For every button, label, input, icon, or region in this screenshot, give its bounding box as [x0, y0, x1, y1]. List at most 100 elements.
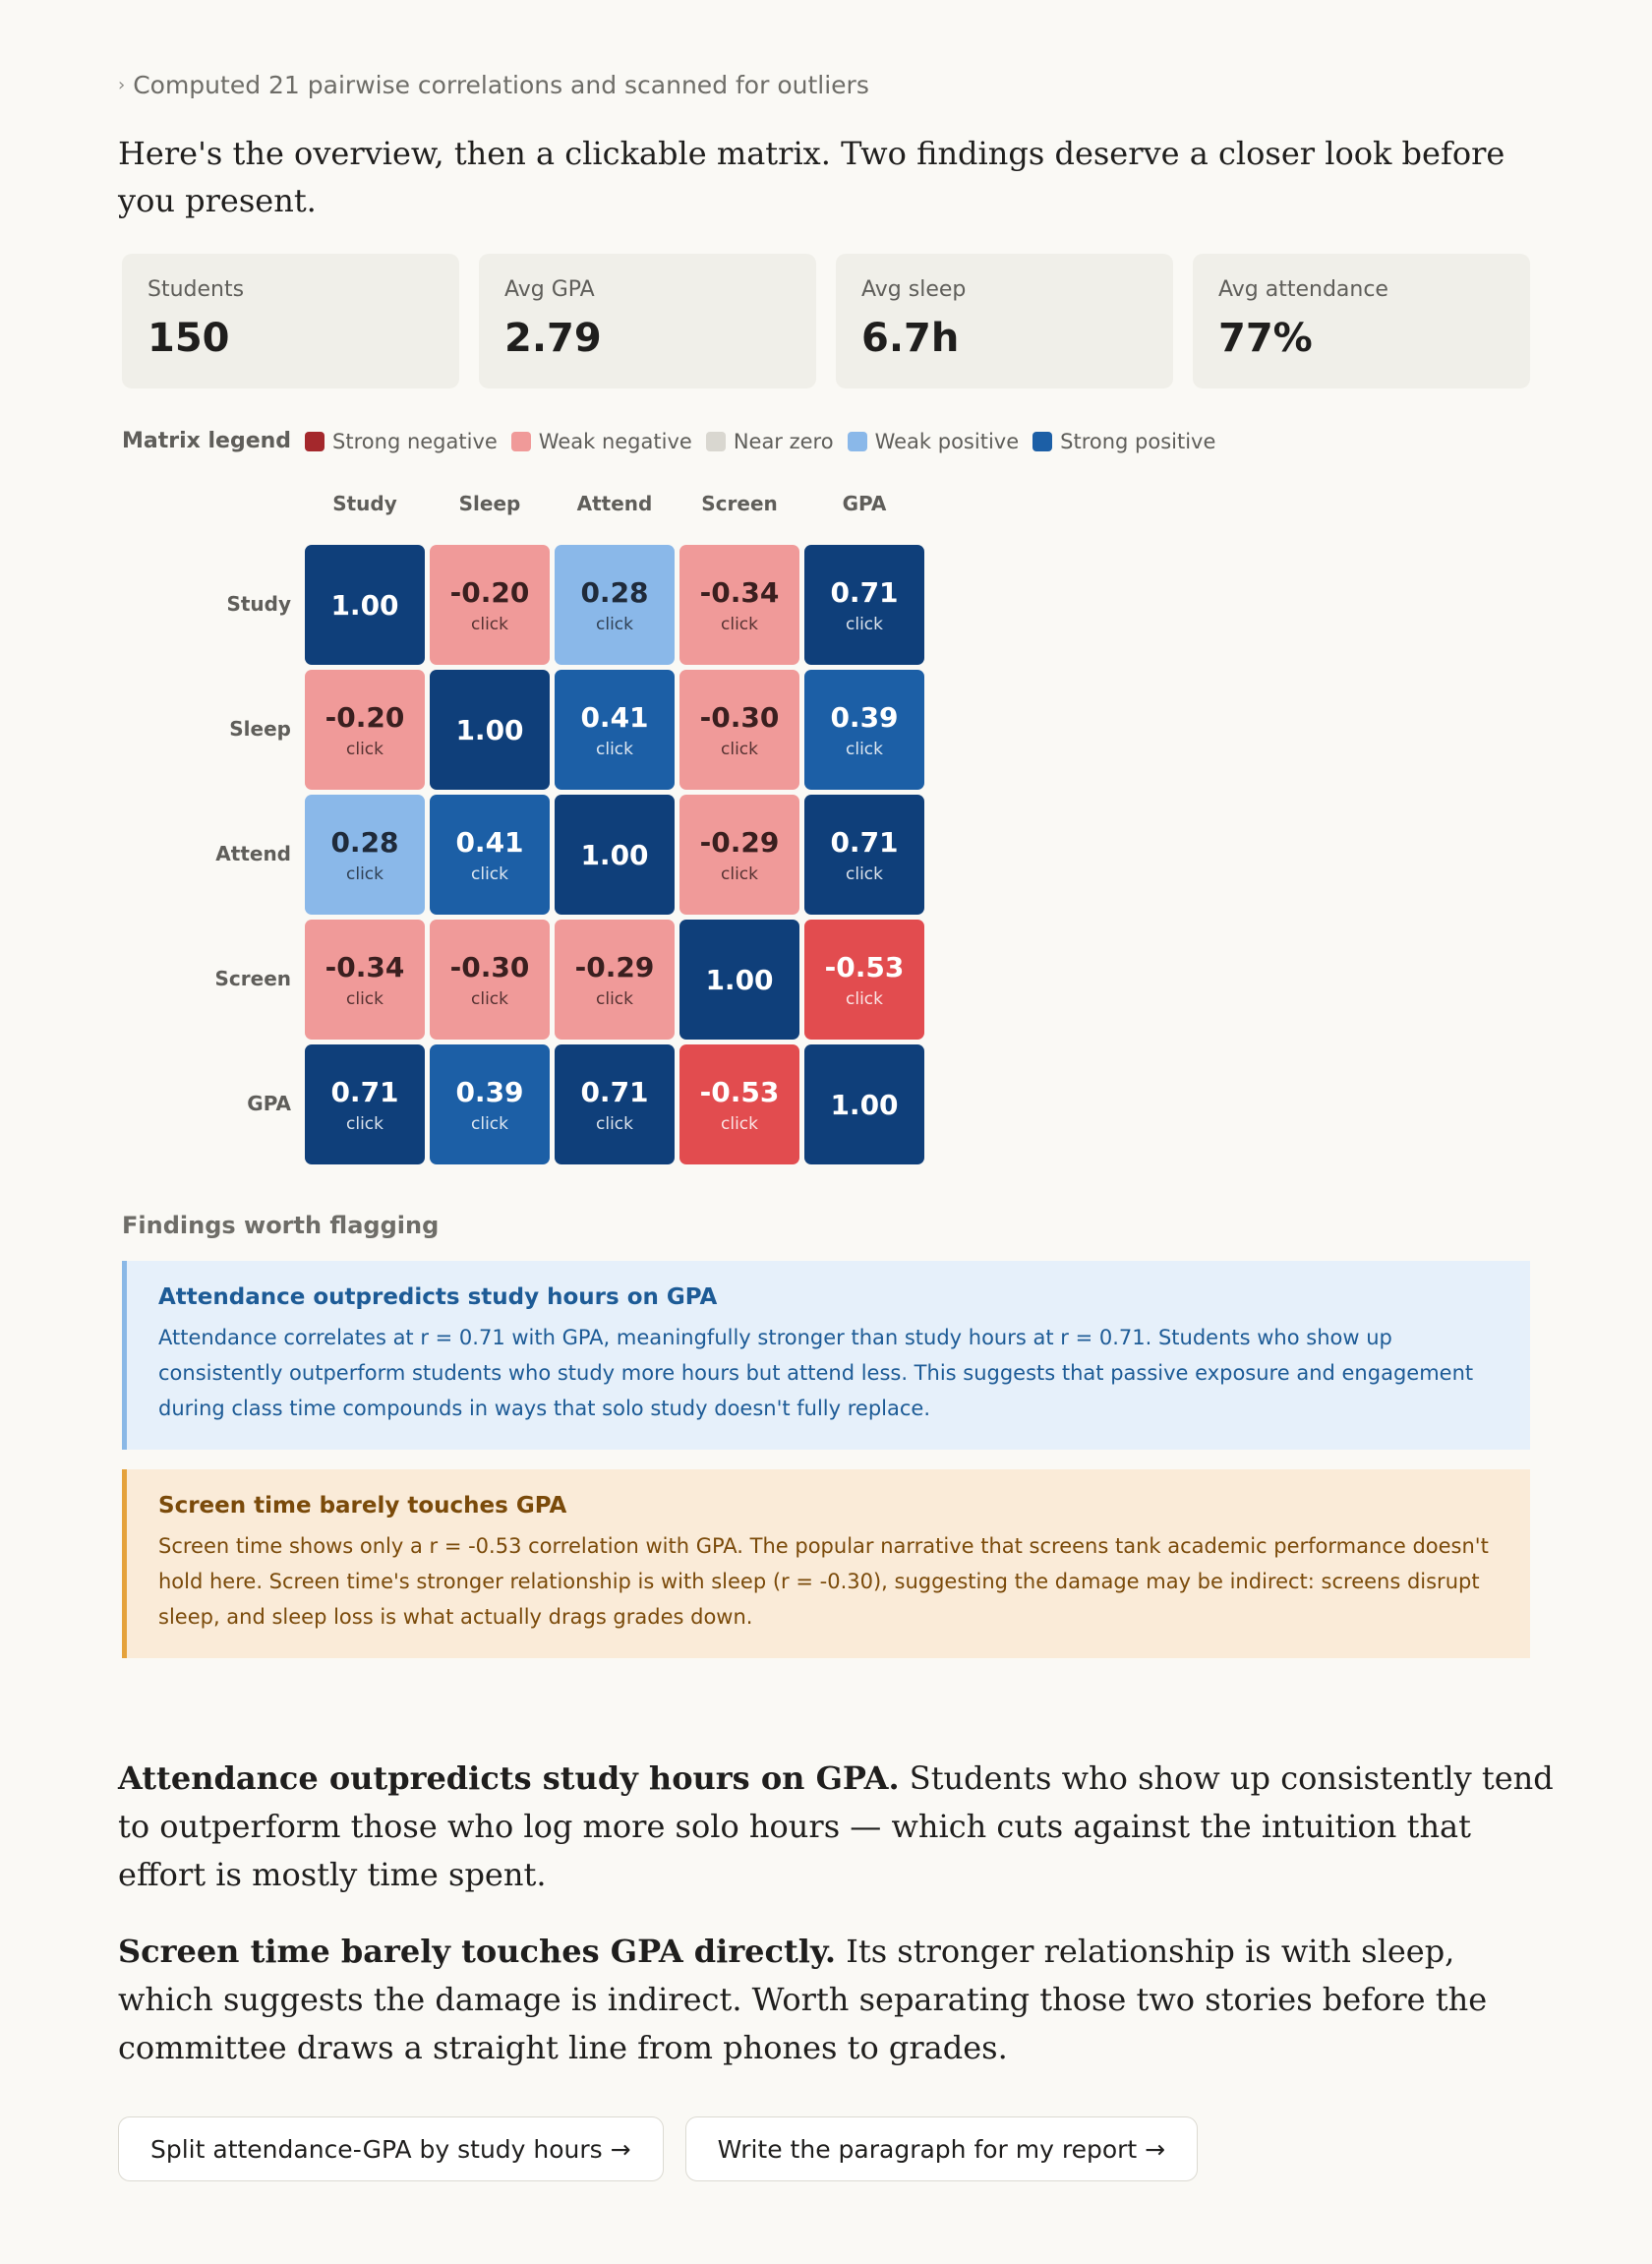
- matrix-cell-study-sleep[interactable]: -0.20 click: [430, 545, 550, 665]
- matrix-cell-sleep-study[interactable]: -0.20 click: [305, 670, 425, 790]
- finding-attendance: Attendance outpredicts study hours on GP…: [122, 1261, 1530, 1450]
- matrix-cell-study-study: 1.00: [305, 545, 425, 665]
- stat-value: 2.79: [504, 316, 602, 361]
- correlation-value: -0.20: [324, 700, 405, 734]
- legend-label: Strong positive: [1060, 429, 1216, 453]
- matrix-cell-gpa-study[interactable]: 0.71 click: [305, 1044, 425, 1164]
- summary-lead: Screen time barely touches GPA directly.: [118, 1933, 837, 1970]
- matrix-column-header: Attend: [576, 492, 653, 515]
- click-hint: click: [471, 988, 508, 1009]
- correlation-value: -0.30: [699, 700, 780, 734]
- click-hint: click: [846, 988, 883, 1009]
- correlation-value: -0.34: [699, 575, 780, 609]
- write-paragraph-button[interactable]: Write the paragraph for my report →: [684, 2116, 1199, 2181]
- stat-value: 6.7h: [861, 316, 960, 361]
- click-hint: click: [471, 1113, 508, 1134]
- matrix-cell-attend-screen[interactable]: -0.29 click: [679, 795, 799, 915]
- matrix-cell-screen-sleep[interactable]: -0.30 click: [430, 920, 550, 1040]
- finding-screen-time: Screen time barely touches GPA Screen ti…: [122, 1469, 1530, 1658]
- stat-label: Students: [148, 277, 245, 302]
- matrix-cell-sleep-attend[interactable]: 0.41 click: [555, 670, 675, 790]
- matrix-cell-screen-gpa[interactable]: -0.53 click: [804, 920, 924, 1040]
- matrix-cell-gpa-sleep[interactable]: 0.39 click: [430, 1044, 550, 1164]
- correlation-value: -0.29: [574, 950, 655, 983]
- correlation-value: -0.20: [449, 575, 530, 609]
- legend-item-strong-negative: Strong negative: [305, 430, 498, 453]
- matrix-cell-gpa-screen[interactable]: -0.53 click: [679, 1044, 799, 1164]
- status-text: Computed 21 pairwise correlations and sc…: [133, 71, 869, 99]
- click-hint: click: [846, 614, 883, 634]
- correlation-value: -0.53: [699, 1075, 780, 1108]
- matrix-column-header: Sleep: [458, 492, 521, 515]
- click-hint: click: [471, 614, 508, 634]
- correlation-value: -0.30: [449, 950, 530, 983]
- matrix-cell-gpa-attend[interactable]: 0.71 click: [555, 1044, 675, 1164]
- legend-item-weak-negative: Weak negative: [510, 429, 692, 453]
- legend-title: Matrix legend: [122, 429, 292, 453]
- matrix-cell-screen-attend[interactable]: -0.29 click: [555, 920, 675, 1040]
- correlation-value: 0.71: [830, 575, 899, 609]
- matrix-row-header: Study: [226, 592, 291, 616]
- correlation-value: 1.00: [830, 1088, 899, 1121]
- correlation-value: 0.28: [580, 575, 649, 609]
- legend-swatch: [305, 431, 325, 451]
- correlation-value: 0.71: [580, 1075, 649, 1108]
- chevron-right-icon: ›: [118, 75, 126, 95]
- tool-status-line[interactable]: › Computed 21 pairwise correlations and …: [118, 71, 869, 99]
- legend-item-strong-positive: Strong positive: [1032, 430, 1215, 453]
- legend-item-weak-positive: Weak positive: [847, 429, 1020, 453]
- stat-label: Avg GPA: [504, 277, 595, 302]
- summary-text: Students who show up consistently tend t…: [118, 1759, 1554, 1893]
- matrix-row-header: Sleep: [229, 717, 291, 741]
- split-attendance-gpa-button[interactable]: Split attendance-GPA by study hours →: [118, 2116, 664, 2181]
- legend-swatch: [847, 431, 867, 451]
- click-hint: click: [846, 739, 883, 759]
- matrix-cell-gpa-gpa: 1.00: [804, 1044, 924, 1164]
- summary-paragraph-screen-time: Screen time barely touches GPA directly.…: [118, 1928, 1554, 2072]
- stat-label: Avg attendance: [1218, 277, 1388, 302]
- legend-label: Near zero: [733, 429, 834, 453]
- matrix-cell-screen-study[interactable]: -0.34 click: [305, 920, 425, 1040]
- stat-card-avg-sleep: Avg sleep 6.7h: [836, 254, 1173, 388]
- stat-card-students: Students 150: [122, 254, 459, 388]
- matrix-cell-study-screen[interactable]: -0.34 click: [679, 545, 799, 665]
- matrix-row-header: Attend: [215, 842, 291, 865]
- matrix-cell-study-attend[interactable]: 0.28 click: [555, 545, 675, 665]
- stat-card-avg-attendance: Avg attendance 77%: [1193, 254, 1530, 388]
- stat-card-avg-gpa: Avg GPA 2.79: [479, 254, 816, 388]
- suggested-actions: Split attendance-GPA by study hours → Wr…: [118, 2116, 1199, 2181]
- click-hint: click: [721, 864, 758, 884]
- findings-title: Findings worth flagging: [122, 1212, 440, 1239]
- legend-label: Weak negative: [538, 429, 692, 453]
- matrix-cell-sleep-sleep: 1.00: [430, 670, 550, 790]
- legend-label: Weak positive: [874, 429, 1020, 453]
- click-hint: click: [596, 614, 633, 634]
- matrix-column-header: Study: [332, 492, 397, 515]
- correlation-value: 0.71: [830, 825, 899, 859]
- stat-label: Avg sleep: [861, 277, 967, 302]
- matrix-cell-sleep-screen[interactable]: -0.30 click: [679, 670, 799, 790]
- click-hint: click: [346, 739, 384, 759]
- correlation-value: 0.71: [330, 1075, 399, 1108]
- matrix-row-header: GPA: [247, 1092, 291, 1115]
- matrix-cell-attend-gpa[interactable]: 0.71 click: [804, 795, 924, 915]
- matrix-row-header: Screen: [214, 967, 292, 990]
- correlation-value: 1.00: [580, 838, 649, 871]
- legend-swatch: [1032, 431, 1053, 451]
- legend-item-near-zero: Near zero: [705, 429, 834, 453]
- click-hint: click: [721, 739, 758, 759]
- legend-swatch: [510, 431, 531, 451]
- click-hint: click: [721, 614, 758, 634]
- matrix-cell-attend-attend: 1.00: [555, 795, 675, 915]
- intro-paragraph: Here's the overview, then a clickable ma…: [118, 135, 1505, 219]
- stat-value: 150: [148, 316, 230, 361]
- matrix-cell-study-gpa[interactable]: 0.71 click: [804, 545, 924, 665]
- matrix-cell-attend-study[interactable]: 0.28 click: [305, 795, 425, 915]
- click-hint: click: [346, 988, 384, 1009]
- correlation-value: 1.00: [455, 713, 524, 746]
- matrix-cell-screen-screen: 1.00: [679, 920, 799, 1040]
- correlation-value: -0.29: [699, 825, 780, 859]
- click-hint: click: [596, 739, 633, 759]
- matrix-cell-attend-sleep[interactable]: 0.41 click: [430, 795, 550, 915]
- matrix-cell-sleep-gpa[interactable]: 0.39 click: [804, 670, 924, 790]
